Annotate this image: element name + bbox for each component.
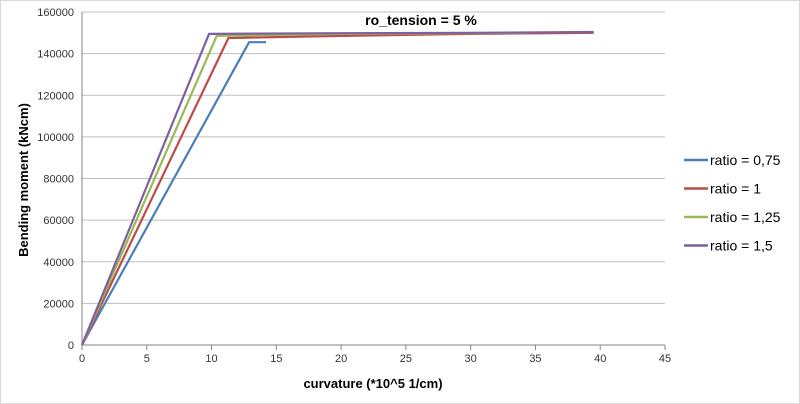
y-tick-label: 140000 bbox=[37, 49, 74, 61]
y-tick-label: 0 bbox=[68, 340, 74, 352]
series-line-1 bbox=[81, 31, 594, 346]
x-tick-label: 5 bbox=[144, 353, 150, 365]
y-tick-label: 40000 bbox=[43, 257, 74, 269]
x-tick-label: 20 bbox=[335, 353, 347, 365]
x-tick-label: 0 bbox=[79, 353, 85, 365]
series-line-2 bbox=[80, 31, 530, 346]
y-tick-label: 100000 bbox=[37, 132, 74, 144]
x-tick-label: 10 bbox=[205, 353, 217, 365]
series-line-3 bbox=[80, 30, 594, 346]
x-tick-label: 35 bbox=[529, 353, 541, 365]
x-tick-label: 30 bbox=[465, 353, 477, 365]
chart-title: ro_tension = 5 % bbox=[365, 12, 477, 28]
y-tick-label: 120000 bbox=[37, 90, 74, 102]
x-tick-label: 15 bbox=[270, 353, 282, 365]
y-tick-label: 80000 bbox=[43, 174, 74, 186]
y-tick-label: 160000 bbox=[37, 7, 74, 19]
legend-label-3: ratio = 1,5 bbox=[710, 238, 773, 254]
series-line-0 bbox=[81, 41, 266, 346]
x-axis-title: curvature (*10^5 1/cm) bbox=[303, 376, 442, 391]
y-axis-title: Bending moment (kNcm) bbox=[16, 103, 31, 257]
legend-label-0: ratio = 0,75 bbox=[710, 152, 781, 168]
x-tick-label: 25 bbox=[400, 353, 412, 365]
x-tick-label: 40 bbox=[594, 353, 606, 365]
y-tick-label: 20000 bbox=[43, 298, 74, 310]
legend-label-2: ratio = 1,25 bbox=[710, 209, 781, 225]
legend: ratio = 0,75 ratio = 1 ratio = 1,25 ratio =… bbox=[684, 152, 781, 254]
x-tick-label: 45 bbox=[659, 353, 671, 365]
axis-layer: 0 20000 40000 60000 80000 100000 120000 140000 1… bbox=[37, 7, 671, 365]
grid-layer bbox=[82, 11, 665, 304]
series-layer bbox=[80, 30, 594, 346]
legend-label-1: ratio = 1 bbox=[710, 181, 761, 197]
y-tick-label: 60000 bbox=[43, 215, 74, 227]
